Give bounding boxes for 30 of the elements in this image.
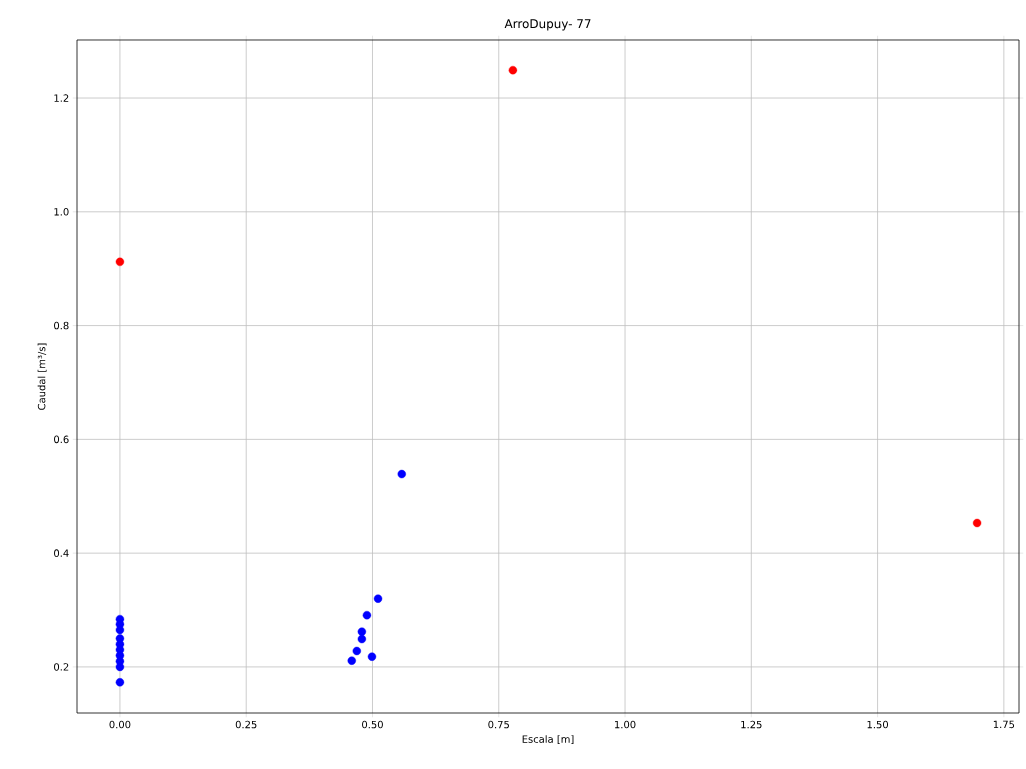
x-tick-label: 0.00 xyxy=(109,720,131,729)
x-tick-label: 1.25 xyxy=(741,720,762,729)
point xyxy=(972,518,982,528)
x-tick-label: 1.50 xyxy=(867,720,889,729)
point xyxy=(397,469,406,479)
point xyxy=(115,678,125,687)
x-tick-label: 0.75 xyxy=(488,720,509,729)
y-tick-label: 1.2 xyxy=(54,94,69,102)
chart-title: ArroDupuy- 77 xyxy=(504,19,591,31)
x-tick-label: 0.25 xyxy=(235,720,257,729)
x-tick-label: 1.00 xyxy=(615,720,636,729)
x-tick-label: 0.50 xyxy=(362,720,383,729)
point xyxy=(362,610,372,620)
y-tick-label: 0.4 xyxy=(54,549,69,557)
point xyxy=(115,257,125,267)
point xyxy=(357,627,367,636)
y-tick-label: 0.8 xyxy=(54,321,69,330)
y-tick-label: 1.0 xyxy=(54,208,69,216)
y-tick-label: 0.6 xyxy=(54,435,69,444)
y-tick-label: 0.2 xyxy=(54,663,69,671)
point xyxy=(508,65,518,75)
point xyxy=(347,656,356,665)
x-tick-label: 1.75 xyxy=(993,720,1015,729)
point xyxy=(357,634,367,644)
point xyxy=(115,634,125,643)
point xyxy=(373,594,383,603)
y-axis-title: Caudal [m³/s] xyxy=(37,343,47,410)
x-axis-title: Escala [m] xyxy=(522,735,574,745)
point xyxy=(367,652,377,661)
point xyxy=(352,646,362,656)
